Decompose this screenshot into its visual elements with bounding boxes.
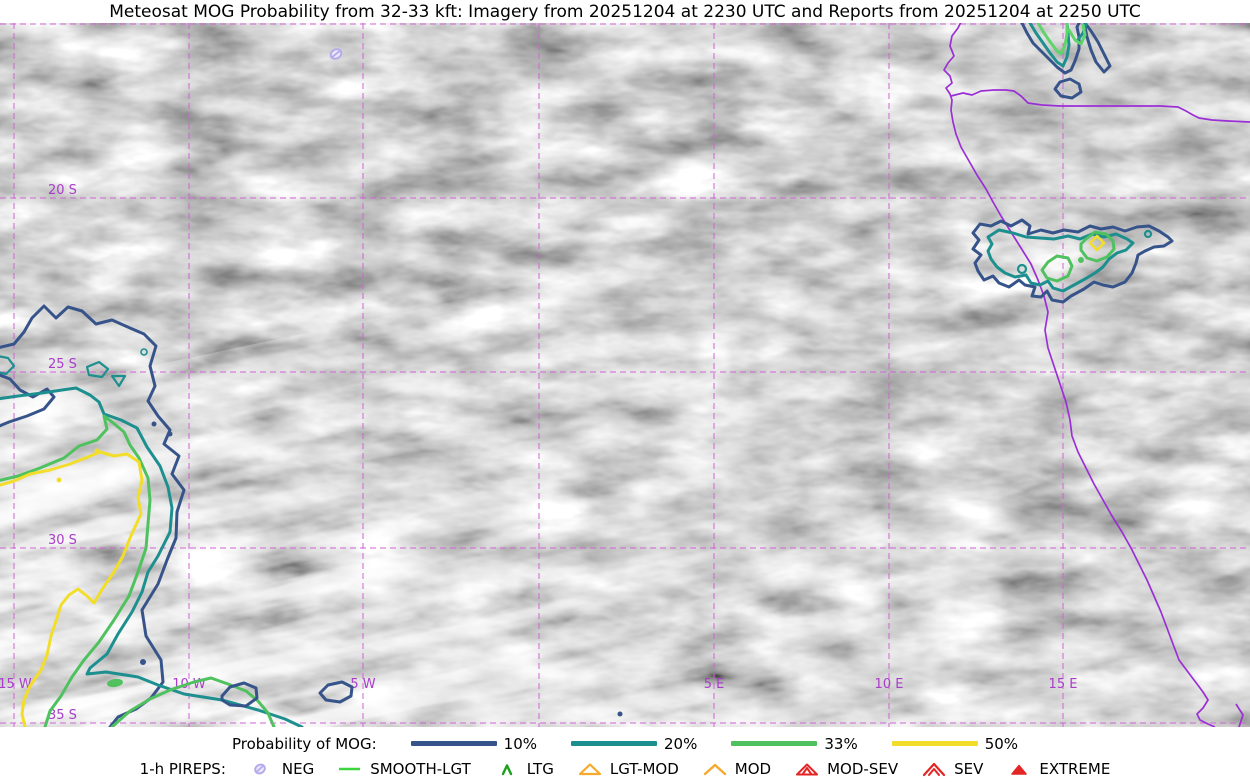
legend-item-label: 10% — [503, 734, 538, 753]
legend-item-neg: NEG — [249, 760, 314, 778]
legend-probability-label: Probability of MOG: — [231, 734, 377, 753]
mog-contours-west — [0, 304, 304, 727]
legend-item-sev: SEV — [921, 760, 983, 778]
lon-label: 15 E — [1049, 677, 1078, 692]
satellite-map: 20 S 25 S 30 S 35 S 15 W 10 W 5 W 5 E 10… — [0, 23, 1250, 727]
legend-item-33pct: 33% — [731, 734, 858, 753]
coastline — [943, 23, 1250, 727]
legend-item-lgt-mod: LGT-MOD — [577, 760, 679, 778]
legend-item-label: LGT-MOD — [609, 759, 679, 778]
lgt-mod-icon — [578, 762, 601, 775]
lon-label: 10 E — [875, 677, 904, 692]
mog-contours-south — [220, 680, 623, 717]
legend: Probability of MOG: 10% 20% 33% 50% 1-h … — [0, 729, 1250, 780]
legend-item-50pct: 50% — [891, 734, 1019, 753]
legend-pireps-label: 1-h PIREPS: — [139, 759, 226, 778]
mod-sev-icon — [796, 763, 819, 775]
mod-icon — [703, 763, 726, 775]
legend-item-20pct: 20% — [571, 735, 697, 753]
legend-probability-row: Probability of MOG: 10% 20% 33% 50% — [0, 732, 1250, 755]
lon-label: 5 W — [350, 677, 375, 692]
prob-10-line-swatch — [410, 741, 497, 746]
pirep-neg-mark — [329, 48, 343, 60]
legend-item-label: 33% — [824, 734, 858, 753]
legend-item-10pct: 10% — [410, 734, 538, 753]
prob-20-line-swatch — [571, 741, 658, 746]
legend-item-label: MOD — [734, 759, 772, 778]
sev-icon — [922, 762, 946, 776]
legend-item-label: 20% — [664, 734, 698, 753]
lon-label: 15 W — [0, 677, 32, 692]
legend-item-label: LTG — [526, 759, 554, 778]
legend-item-extreme: EXTREME — [1006, 760, 1110, 778]
page-title: Meteosat MOG Probability from 32-33 kft:… — [109, 2, 1141, 22]
extreme-icon — [1011, 764, 1028, 775]
satellite-imagery-texture — [0, 23, 1250, 727]
lat-label: 35 S — [48, 708, 77, 723]
mog-contours-northeast — [1020, 23, 1112, 100]
legend-item-label: SMOOTH-LGT — [370, 759, 471, 778]
neg-icon — [254, 763, 266, 774]
legend-item-label: NEG — [281, 759, 315, 778]
legend-item-label: SEV — [954, 759, 984, 778]
legend-item-label: EXTREME — [1039, 759, 1111, 778]
mog-contours-east — [971, 218, 1174, 304]
legend-pireps-row: 1-h PIREPS: NEG SMOOTH-LGT LTG — [0, 757, 1250, 780]
legend-item-smooth-lgt: SMOOTH-LGT — [337, 760, 471, 778]
legend-item-mod-sev: MOD-SEV — [794, 760, 898, 778]
smooth-lgt-icon — [339, 767, 361, 770]
lat-label: 25 S — [48, 357, 77, 372]
prob-50-line-swatch — [891, 741, 978, 746]
legend-item-mod: MOD — [702, 760, 771, 778]
lat-label: 20 S — [48, 183, 77, 198]
legend-item-label: 50% — [984, 734, 1019, 753]
lon-label: 5 E — [704, 677, 725, 692]
lat-label: 30 S — [48, 533, 77, 548]
prob-33-line-swatch — [731, 741, 818, 746]
latlon-grid: 20 S 25 S 30 S 35 S 15 W 10 W 5 W 5 E 10… — [0, 23, 1250, 727]
legend-item-ltg: LTG — [494, 760, 554, 778]
ltg-icon — [501, 763, 512, 775]
legend-item-label: MOD-SEV — [827, 759, 899, 778]
